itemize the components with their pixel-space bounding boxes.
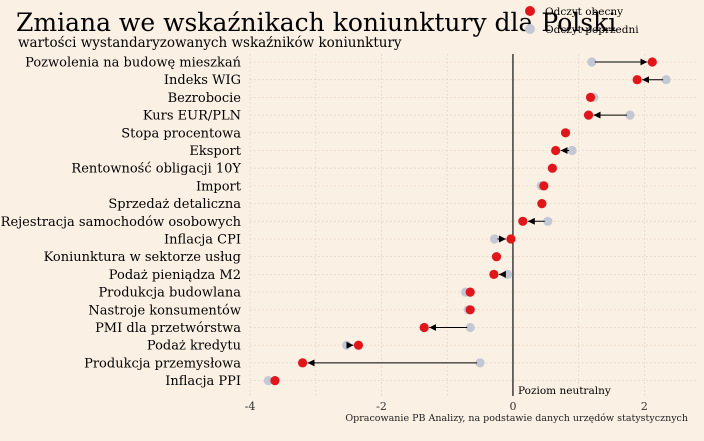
current-value-dot [419,322,429,333]
x-tick-label: 0 [509,400,516,413]
source-note: Opracowanie PB Analizy, na podstawie dan… [345,413,688,424]
category-labels: Pozwolenia na budowę mieszkań Indeks WIG B… [1,56,242,390]
category-label: Kurs EUR/PLN [143,109,241,124]
current-value-dot [547,163,557,173]
legend-previous-marker [525,24,535,34]
category-label: PMI dla przetwórstwa [95,321,241,336]
category-label: Produkcja budowlana [98,286,241,301]
legend-current-label: Odczyt obecny [545,6,623,18]
grid [249,54,697,396]
data-marks [263,57,671,386]
current-value-dot [583,110,594,120]
current-value-dot [585,92,596,102]
x-tick-label: -2 [376,400,387,413]
category-label: Sprzedaż detaliczna [108,197,241,212]
current-value-dot [491,252,502,262]
category-label: Nastroje konsumentów [88,303,241,318]
previous-value-dot [567,145,577,156]
current-value-dot [297,358,308,368]
previous-value-dot [475,358,485,368]
category-label: Pozwolenia na budowę mieszkań [25,56,241,71]
category-label: Produkcja przemysłowa [84,356,241,371]
x-tick-label: -4 [245,400,256,413]
category-label: Inflacja CPI [164,233,241,248]
current-value-dot [353,340,364,350]
category-label: Koniunktura w sektorze usług [44,250,241,265]
chart-title: Zmiana we wskaźnikach koniunktury dla Po… [16,8,616,37]
category-label: Podaż kredytu [147,339,241,354]
category-label: Rejestracja samochodów osobowych [1,215,242,230]
current-value-dot [270,376,280,386]
category-label: Bezrobocie [168,91,242,106]
category-label: Stopa procentowa [121,126,241,141]
neutral-level-label: Poziom neutralny [518,385,611,397]
x-axis-ticks: -4 -2 0 2 [245,400,648,413]
legend-current-marker [525,6,535,16]
current-value-dot [551,145,561,156]
previous-value-dot [263,376,274,386]
category-label: Inflacja PPI [165,374,241,389]
current-value-dot [518,216,528,226]
current-value-dot [647,57,657,67]
previous-value-dot [661,75,671,85]
previous-value-dot [625,110,635,120]
legend: Odczyt obecny Odczyt poprzedni [525,6,639,36]
previous-value-dot [489,234,500,244]
previous-value-dot [465,322,475,333]
current-value-dot [539,181,549,191]
x-tick-label: 2 [641,400,648,413]
category-label: Eksport [189,144,241,159]
current-value-dot [632,75,642,85]
previous-value-dot [587,57,597,67]
legend-previous-label: Odczyt poprzedni [545,24,639,36]
current-value-dot [506,234,516,244]
category-label: Podaż pieniądza M2 [109,268,241,283]
current-value-dot [465,305,475,315]
current-value-dot [537,199,547,209]
chart-subtitle: wartości wystandaryzowanych wskaźników k… [18,35,402,51]
category-label: Import [196,179,242,194]
current-value-dot [465,287,475,297]
current-value-dot [489,269,499,279]
category-label: Indeks WIG [164,73,241,88]
current-value-dot [560,128,571,138]
category-label: Rentowność obligacji 10Y [71,162,241,177]
previous-value-dot [543,216,553,226]
